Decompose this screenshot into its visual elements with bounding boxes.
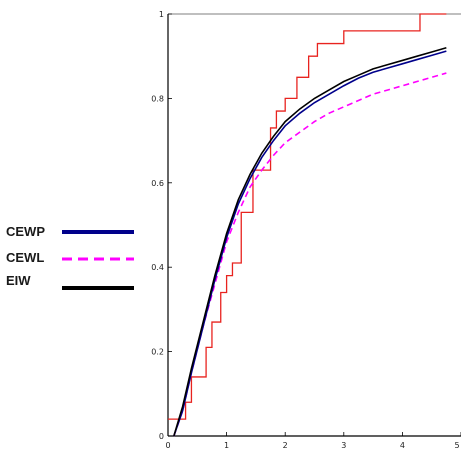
series-line-eiw	[173, 46, 447, 437]
series-line-cewp	[173, 50, 447, 437]
x-tick-label: 1	[224, 441, 229, 450]
x-tick-label: 2	[283, 441, 288, 450]
series-line-cewl	[173, 72, 447, 437]
x-tick-label: 4	[400, 441, 405, 450]
axis-ticks: 0 1 2 3 4 5 0 0.2 0.4 0.6 0.8 1	[151, 10, 461, 450]
y-tick-label: 1	[159, 10, 164, 19]
y-tick-label: 0.6	[151, 179, 164, 188]
legend-label-eiw: EIW	[6, 273, 31, 288]
y-tick-label: 0.8	[151, 94, 164, 103]
series-line-empirical-step	[168, 13, 447, 420]
x-tick-label: 5	[454, 441, 459, 450]
y-tick-label: 0.2	[151, 348, 164, 357]
legend-label-cewp: CEWP	[6, 224, 45, 239]
y-tick-label: 0	[159, 432, 164, 441]
y-tick-label: 0.4	[151, 263, 164, 272]
legend: CEWP CEWL EIW	[6, 224, 134, 290]
plot-area	[168, 13, 447, 437]
x-tick-label: 0	[165, 441, 170, 450]
x-tick-label: 3	[341, 441, 346, 450]
legend-label-cewl: CEWL	[6, 250, 44, 265]
